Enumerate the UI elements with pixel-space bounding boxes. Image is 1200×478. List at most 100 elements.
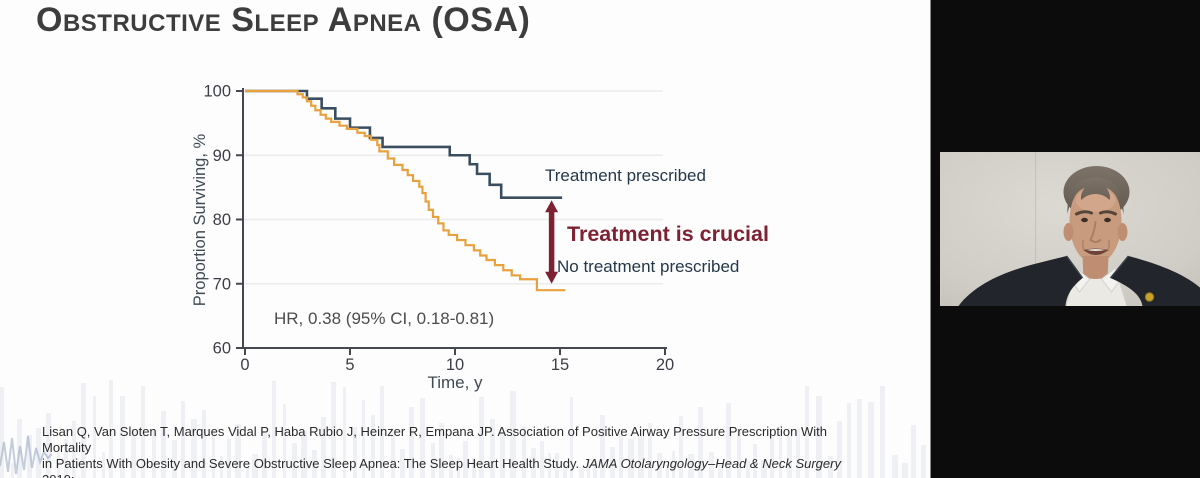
waveform-bar	[191, 419, 197, 478]
waveform-bar	[362, 400, 365, 478]
y-axis-label: Proportion Surviving, %	[191, 133, 209, 306]
waveform-bar	[579, 467, 584, 478]
waveform-bar	[36, 428, 41, 478]
speaker-teeth	[1086, 249, 1106, 251]
waveform-bar	[262, 431, 267, 478]
lapel-pin	[1144, 292, 1155, 302]
series-label-no-treatment: No treatment prescribed	[557, 257, 739, 276]
chart-axes-and-curves: 100 90 80 70 60 0 5 10 15 20	[203, 83, 674, 375]
waveform-bar	[27, 435, 32, 478]
emphasis-label: Treatment is crucial	[567, 222, 769, 246]
waveform-bar	[301, 431, 307, 478]
waveform-bar	[563, 461, 567, 478]
speaker-nose	[1089, 221, 1102, 243]
waveform-bar	[479, 397, 484, 478]
waveform-bar	[510, 391, 516, 478]
waveform-bar	[666, 465, 669, 478]
speaker-jacket-right	[1110, 256, 1200, 306]
waveform-watermark	[0, 376, 930, 478]
waveform-bar	[570, 397, 573, 478]
waveform-bar	[638, 436, 644, 478]
waveform-bar	[212, 431, 215, 478]
waveform-bar	[409, 407, 414, 478]
speaker-neck	[1082, 256, 1109, 280]
waveform-bar	[847, 403, 851, 478]
waveform-bar	[102, 452, 105, 478]
waveform-bar	[816, 396, 822, 478]
y-tick-label: 80	[213, 211, 231, 229]
waveform-bar	[57, 453, 60, 478]
emphasis-arrow-head-bottom	[545, 271, 559, 284]
waveform-bar	[109, 380, 113, 478]
x-tick-label: 5	[345, 356, 354, 374]
y-tick-label: 60	[213, 340, 231, 358]
waveform-bar	[490, 419, 495, 478]
waveform-bar	[380, 386, 384, 478]
waveform-bar	[610, 447, 615, 478]
waveform-bar	[746, 460, 750, 478]
y-tick-label: 100	[203, 83, 231, 101]
speaker-hairline	[1067, 177, 1124, 214]
waveform-bar	[202, 410, 206, 478]
speaker-jacket-left	[958, 256, 1083, 306]
waveform-bar	[457, 458, 460, 478]
waveform-bar	[892, 455, 898, 478]
waveform-bar	[796, 429, 800, 478]
waveform-bar	[600, 415, 605, 478]
y-tick-label: 70	[213, 275, 231, 293]
waveform-bar	[857, 399, 862, 478]
waveform-bar	[779, 425, 782, 478]
waveform-bar	[753, 444, 757, 478]
waveform-bar	[93, 396, 96, 478]
waveform-bar	[472, 458, 476, 478]
waveform-bar	[709, 452, 714, 478]
speaker-lapel-left	[1065, 255, 1084, 279]
waveform-bar	[64, 439, 68, 478]
waveform-bar	[548, 453, 551, 478]
waveform-bar	[698, 407, 703, 478]
waveform-bar	[726, 403, 731, 478]
waveform-bar	[161, 411, 166, 478]
waveform-bar	[272, 381, 276, 478]
waveform-bar	[292, 443, 297, 478]
waveform-bar	[902, 463, 908, 478]
waveform-bar	[431, 443, 435, 478]
waveform-bar	[463, 441, 468, 478]
waveform-bar	[46, 413, 51, 478]
waveform-bar	[152, 430, 156, 478]
waveform-bar	[805, 386, 809, 478]
waveform-bar	[400, 449, 405, 478]
waveform-bar	[227, 439, 231, 478]
waveform-bar	[587, 460, 590, 478]
citation: Lisan Q, Van Sloten T, Marques Vidal P, …	[42, 424, 870, 478]
waveform-bar	[672, 451, 675, 478]
x-tick-label: 0	[240, 356, 249, 374]
waveform-bar	[252, 454, 258, 478]
waveform-bar	[921, 445, 926, 478]
waveform-bar	[679, 416, 683, 478]
waveform-bar	[648, 423, 652, 478]
citation-line-2: in Patients With Obesity and Severe Obst…	[42, 456, 841, 478]
speaker-eye-right	[1104, 217, 1111, 223]
slide-title: Obstructive Sleep Apnea (OSA)	[36, 1, 531, 39]
waveform-bar	[880, 386, 885, 478]
waveform-bar	[353, 427, 357, 478]
waveform-bar	[235, 424, 241, 478]
waveform-bar	[718, 464, 723, 478]
speaker-video	[940, 152, 1200, 306]
waveform-bar	[828, 456, 833, 478]
speaker-eye-left	[1081, 217, 1088, 223]
waveform-bar	[321, 417, 326, 478]
waveform-bar	[371, 415, 375, 478]
waveform-bar	[120, 396, 125, 478]
waveform-bar	[220, 456, 223, 478]
waveform-bar	[522, 426, 526, 478]
speaker-ear-right	[1117, 223, 1128, 241]
webcam-panel	[930, 0, 1200, 478]
waveform-bar	[531, 448, 536, 478]
x-tick-label: 20	[656, 356, 674, 374]
waveform-bar	[619, 434, 623, 478]
waveform-bar	[181, 401, 185, 478]
waveform-bar	[837, 421, 842, 478]
waveform-bar	[500, 432, 505, 478]
